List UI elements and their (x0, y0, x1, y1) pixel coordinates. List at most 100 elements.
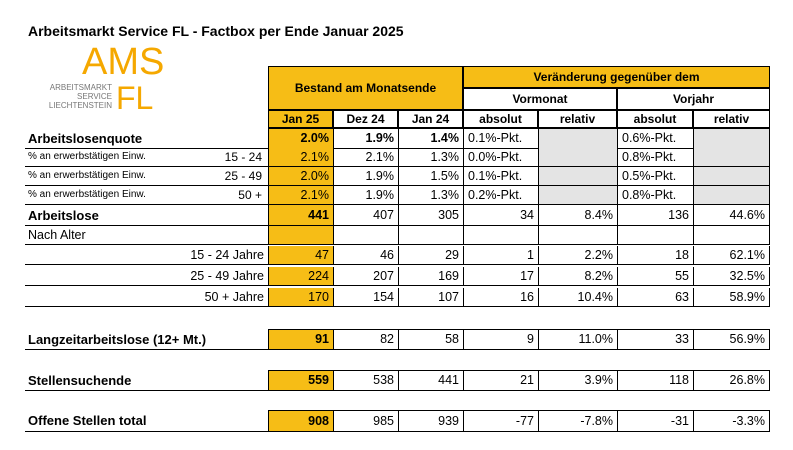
row-sublabel: 15 - 24 (224, 150, 262, 164)
table-cell: 407 (333, 205, 398, 226)
title: Arbeitsmarkt Service FL - Factbox per En… (28, 23, 404, 39)
table-cell: 0.8%-Pkt. (617, 148, 693, 167)
table-cell: 939 (398, 410, 463, 432)
column-header: Jan 24 (398, 110, 463, 128)
table-cell: 44.6% (693, 205, 770, 226)
table-cell: 2.1% (268, 186, 333, 205)
table-cell: 56.9% (693, 329, 770, 350)
table-cell: 1.9% (333, 128, 398, 149)
table-cell: 8.4% (538, 205, 617, 226)
table-cell: 136 (617, 205, 693, 226)
table-cell: 21 (463, 370, 538, 391)
group-header: Bestand am Monatsende (268, 66, 463, 110)
table-cell: 2.0% (268, 128, 333, 149)
table-cell (538, 148, 617, 167)
table-cell (463, 226, 538, 245)
table-cell: 305 (398, 205, 463, 226)
logo-line: SERVICE (77, 92, 112, 101)
table-cell: 224 (268, 267, 333, 286)
table-cell: 2.2% (538, 246, 617, 265)
table-cell: 26.8% (693, 370, 770, 391)
logo-line: LIECHTENSTEIN (48, 101, 112, 110)
table-cell (398, 226, 463, 245)
table-cell: 0.1%-Pkt. (463, 167, 538, 186)
table-cell: 170 (268, 288, 333, 307)
row-label: Arbeitslosenquote (25, 128, 268, 149)
row-label: 25 - 49 Jahre (25, 267, 268, 286)
table-cell: 154 (333, 288, 398, 307)
row-sublabel: 25 - 49 (224, 169, 262, 183)
table-cell: 18 (617, 246, 693, 265)
table-cell: 9 (463, 329, 538, 350)
table-cell: 46 (333, 246, 398, 265)
table-cell (693, 128, 770, 149)
table-cell: 55 (617, 267, 693, 286)
table-cell: 0.1%-Pkt. (463, 128, 538, 149)
table-cell: 1.4% (398, 128, 463, 149)
table-cell (693, 148, 770, 167)
table-cell: 107 (398, 288, 463, 307)
table-cell: 985 (333, 410, 398, 432)
table-cell: 441 (398, 370, 463, 391)
table-cell: -31 (617, 410, 693, 432)
row-label: 15 - 24 Jahre (25, 246, 268, 265)
table-cell: 2.1% (268, 148, 333, 167)
table-cell: 8.2% (538, 267, 617, 286)
table-cell: 32.5% (693, 267, 770, 286)
table-cell (268, 226, 333, 245)
table-cell: -7.8% (538, 410, 617, 432)
table-cell: 1 (463, 246, 538, 265)
table-cell: 1.3% (398, 148, 463, 167)
column-header: relativ (693, 110, 770, 128)
table-cell (693, 226, 770, 245)
column-header: relativ (538, 110, 617, 128)
row-label: % an erwerbstätigen Einw. (25, 148, 268, 167)
row-label: 50 + Jahre (25, 288, 268, 307)
group-header: Veränderung gegenüber dem (463, 66, 770, 88)
table-cell: 29 (398, 246, 463, 265)
table-cell: 0.5%-Pkt. (617, 167, 693, 186)
table-cell: -3.3% (693, 410, 770, 432)
row-label: Langzeitarbeitslose (12+ Mt.) (25, 329, 268, 350)
logo-line: ARBEITSMARKT (49, 83, 112, 92)
table-cell: 34 (463, 205, 538, 226)
subgroup-header: Vorjahr (617, 88, 770, 110)
table-cell: 1.9% (333, 186, 398, 205)
column-header: Dez 24 (333, 110, 398, 128)
table-cell: 16 (463, 288, 538, 307)
table-cell: 0.0%-Pkt. (463, 148, 538, 167)
row-label: Stellensuchende (25, 370, 268, 391)
table-cell: 441 (268, 205, 333, 226)
row-sublabel: 50 + (238, 188, 262, 202)
table-cell (693, 167, 770, 186)
row-label: % an erwerbstätigen Einw. (25, 186, 268, 205)
table-cell: 559 (268, 370, 333, 391)
table-cell: 3.9% (538, 370, 617, 391)
table-cell: 62.1% (693, 246, 770, 265)
table-cell: 2.0% (268, 167, 333, 186)
subgroup-header: Vormonat (463, 88, 617, 110)
table-cell (333, 226, 398, 245)
table-cell: 58 (398, 329, 463, 350)
table-cell: 17 (463, 267, 538, 286)
row-label: Offene Stellen total (25, 410, 268, 432)
table-cell (538, 226, 617, 245)
table-cell: 0.6%-Pkt. (617, 128, 693, 149)
logo-ams: AMS (82, 41, 165, 83)
table-cell (538, 167, 617, 186)
table-cell: 63 (617, 288, 693, 307)
table-cell: 1.3% (398, 186, 463, 205)
table-cell: 82 (333, 329, 398, 350)
table-cell: 58.9% (693, 288, 770, 307)
table-cell: 1.9% (333, 167, 398, 186)
table-cell (693, 186, 770, 205)
table-cell (538, 128, 617, 149)
table-cell: 91 (268, 329, 333, 350)
table-cell: 11.0% (538, 329, 617, 350)
table-cell: 207 (333, 267, 398, 286)
table-cell: 1.5% (398, 167, 463, 186)
logo-fl: FL (116, 80, 154, 116)
table-cell: 0.8%-Pkt. (617, 186, 693, 205)
table-cell: 908 (268, 410, 333, 432)
